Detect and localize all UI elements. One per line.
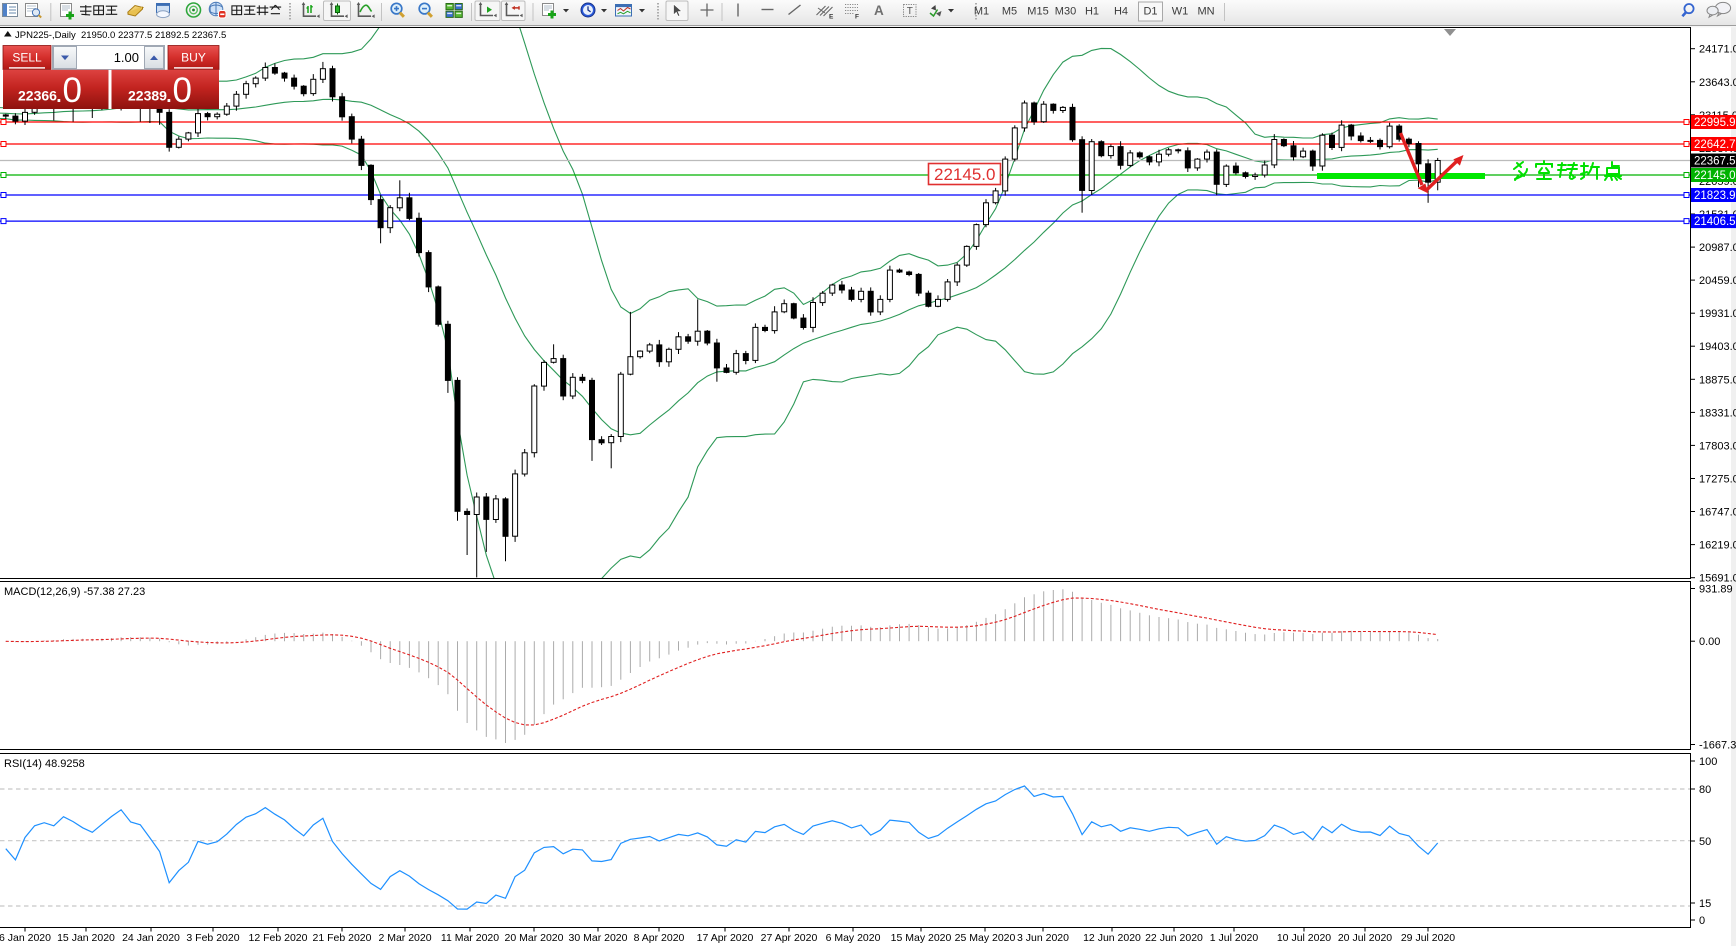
svg-text:M15: M15 bbox=[1027, 6, 1048, 18]
svg-text:20 Jul 2020: 20 Jul 2020 bbox=[1338, 932, 1392, 944]
svg-text:0: 0 bbox=[173, 71, 192, 110]
svg-text:18875.0: 18875.0 bbox=[1699, 374, 1736, 386]
svg-text:0: 0 bbox=[63, 71, 82, 110]
svg-text:.: . bbox=[55, 77, 63, 108]
svg-text:22145.0: 22145.0 bbox=[934, 165, 995, 184]
svg-text:24171.0: 24171.0 bbox=[1699, 44, 1736, 56]
svg-text:15 May 2020: 15 May 2020 bbox=[891, 932, 952, 944]
svg-text:17 Apr 2020: 17 Apr 2020 bbox=[697, 932, 754, 944]
svg-text:15691.0: 15691.0 bbox=[1699, 573, 1736, 585]
svg-text:1 Jul 2020: 1 Jul 2020 bbox=[1210, 932, 1259, 944]
svg-text:20459.0: 20459.0 bbox=[1699, 275, 1736, 287]
svg-text:MN: MN bbox=[1197, 6, 1214, 18]
svg-text:0: 0 bbox=[1699, 915, 1705, 927]
svg-text:T: T bbox=[907, 6, 913, 17]
svg-text:2 Mar 2020: 2 Mar 2020 bbox=[378, 932, 431, 944]
svg-text:15: 15 bbox=[1699, 898, 1711, 910]
svg-text:19403.0: 19403.0 bbox=[1699, 341, 1736, 353]
svg-text:16219.0: 16219.0 bbox=[1699, 540, 1736, 552]
svg-text:12 Feb 2020: 12 Feb 2020 bbox=[249, 932, 308, 944]
svg-text:22145.0: 22145.0 bbox=[1694, 170, 1736, 182]
svg-text:6 Jan 2020: 6 Jan 2020 bbox=[0, 932, 51, 944]
svg-text:E: E bbox=[829, 14, 834, 21]
svg-text:A: A bbox=[874, 3, 884, 18]
svg-text:21406.5: 21406.5 bbox=[1694, 216, 1736, 228]
svg-text:11 Mar 2020: 11 Mar 2020 bbox=[441, 932, 499, 944]
svg-text:21 Feb 2020: 21 Feb 2020 bbox=[313, 932, 372, 944]
svg-text:24 Jan 2020: 24 Jan 2020 bbox=[122, 932, 180, 944]
svg-text:20987.0: 20987.0 bbox=[1699, 242, 1736, 254]
svg-text:RSI(14) 48.9258: RSI(14) 48.9258 bbox=[4, 758, 85, 770]
svg-text:30 Mar 2020: 30 Mar 2020 bbox=[569, 932, 628, 944]
svg-text:8 Apr 2020: 8 Apr 2020 bbox=[634, 932, 685, 944]
svg-text:22367.5: 22367.5 bbox=[1694, 156, 1736, 168]
svg-text:MACD(12,26,9) -57.38 27.23: MACD(12,26,9) -57.38 27.23 bbox=[4, 586, 145, 598]
svg-text:17803.0: 17803.0 bbox=[1699, 440, 1736, 452]
svg-text:22995.9: 22995.9 bbox=[1694, 117, 1736, 129]
svg-text:29 Jul 2020: 29 Jul 2020 bbox=[1401, 932, 1455, 944]
svg-text:JPN225-,Daily 21950.0 22377.5: JPN225-,Daily 21950.0 22377.5 21892.5 22… bbox=[15, 30, 226, 41]
svg-text:0.00: 0.00 bbox=[1699, 636, 1720, 648]
svg-text:M1: M1 bbox=[974, 6, 989, 18]
svg-text:15 Jan 2020: 15 Jan 2020 bbox=[57, 932, 115, 944]
svg-text:21823.9: 21823.9 bbox=[1694, 190, 1736, 202]
svg-text:3 Feb 2020: 3 Feb 2020 bbox=[186, 932, 239, 944]
svg-text:H1: H1 bbox=[1085, 6, 1099, 18]
svg-text:3 Jun 2020: 3 Jun 2020 bbox=[1017, 932, 1069, 944]
svg-text:M30: M30 bbox=[1055, 6, 1076, 18]
svg-text:23643.0: 23643.0 bbox=[1699, 77, 1736, 89]
svg-text:27 Apr 2020: 27 Apr 2020 bbox=[761, 932, 818, 944]
svg-text:BUY: BUY bbox=[181, 51, 206, 65]
svg-text:931.89: 931.89 bbox=[1699, 584, 1733, 596]
svg-text:1.00: 1.00 bbox=[114, 50, 139, 65]
svg-text:50: 50 bbox=[1699, 836, 1711, 848]
svg-text:10 Jul 2020: 10 Jul 2020 bbox=[1277, 932, 1331, 944]
svg-text:80: 80 bbox=[1699, 784, 1711, 796]
svg-text:100: 100 bbox=[1699, 756, 1717, 768]
svg-text:18331.0: 18331.0 bbox=[1699, 407, 1736, 419]
svg-text:19931.0: 19931.0 bbox=[1699, 308, 1736, 320]
svg-text:M5: M5 bbox=[1002, 6, 1017, 18]
svg-text:W1: W1 bbox=[1172, 6, 1189, 18]
svg-text:H4: H4 bbox=[1114, 6, 1128, 18]
svg-text:.: . bbox=[165, 77, 173, 108]
svg-text:SELL: SELL bbox=[12, 51, 42, 65]
svg-text:22389: 22389 bbox=[128, 88, 167, 104]
svg-text:F: F bbox=[855, 14, 859, 21]
svg-text:D1: D1 bbox=[1143, 6, 1157, 18]
svg-text:-1667.31: -1667.31 bbox=[1699, 740, 1736, 752]
svg-text:17275.0: 17275.0 bbox=[1699, 474, 1736, 486]
svg-text:22 Jun 2020: 22 Jun 2020 bbox=[1145, 932, 1203, 944]
svg-text:22642.7: 22642.7 bbox=[1694, 139, 1736, 151]
svg-text:16747.0: 16747.0 bbox=[1699, 507, 1736, 519]
svg-text:22366: 22366 bbox=[18, 88, 57, 104]
svg-text:20 Mar 2020: 20 Mar 2020 bbox=[505, 932, 564, 944]
svg-text:6 May 2020: 6 May 2020 bbox=[826, 932, 881, 944]
svg-text:12 Jun 2020: 12 Jun 2020 bbox=[1083, 932, 1141, 944]
svg-text:25 May 2020: 25 May 2020 bbox=[955, 932, 1016, 944]
